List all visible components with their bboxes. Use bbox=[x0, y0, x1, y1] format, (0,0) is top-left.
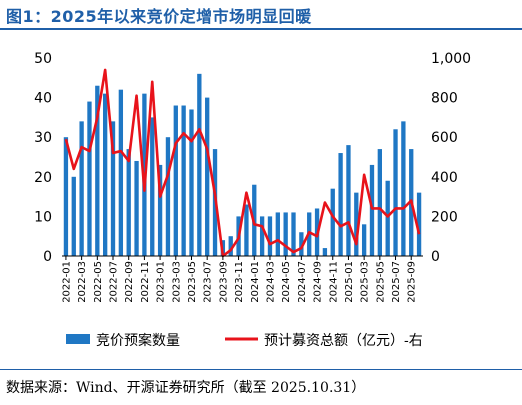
bar-2022-01 bbox=[63, 137, 69, 256]
bar-2025-05 bbox=[377, 149, 382, 256]
x-tick-label-2022-07: 2022-07 bbox=[109, 261, 120, 303]
bar-2022-05 bbox=[95, 85, 100, 256]
bar-2025-06 bbox=[385, 180, 390, 256]
footer-divider bbox=[0, 369, 522, 370]
bar-2022-07 bbox=[110, 121, 116, 256]
bar-2022-09 bbox=[126, 149, 131, 256]
bar-series bbox=[63, 73, 422, 257]
x-tick-label-2024-05: 2024-05 bbox=[281, 261, 292, 303]
y-tick-left-20: 20 bbox=[34, 170, 52, 186]
y-tick-right-0: 0 bbox=[431, 249, 440, 265]
x-tick-label-2023-03: 2023-03 bbox=[171, 261, 182, 303]
bar-2022-03 bbox=[79, 121, 84, 256]
title-divider bbox=[0, 28, 522, 30]
bar-2022-06 bbox=[103, 93, 108, 256]
x-tick-label-2023-09: 2023-09 bbox=[218, 261, 229, 303]
x-tick-label-2024-07: 2024-07 bbox=[297, 261, 308, 303]
x-tick-label-2025-09: 2025-09 bbox=[407, 261, 418, 303]
bar-2025-07 bbox=[393, 129, 398, 256]
bar-2024-04 bbox=[275, 212, 280, 256]
x-tick-label-2025-01: 2025-01 bbox=[344, 261, 355, 303]
x-tick-label-2022-09: 2022-09 bbox=[124, 261, 135, 303]
bar-2024-06 bbox=[291, 212, 296, 256]
x-tick-label-2023-01: 2023-01 bbox=[156, 261, 167, 303]
bar-2023-04 bbox=[181, 105, 186, 257]
y-tick-right-600: 600 bbox=[431, 130, 458, 146]
bar-2022-12 bbox=[150, 117, 155, 257]
x-tick-label-2022-05: 2022-05 bbox=[93, 261, 104, 303]
legend-line-label: 预计募资总额（亿元）-右 bbox=[264, 333, 423, 349]
x-tick-label-2022-03: 2022-03 bbox=[77, 261, 88, 303]
bar-2023-05 bbox=[189, 109, 194, 256]
line-series bbox=[64, 68, 421, 258]
chart-canvas: 0 10 20 30 40 50 0 200 400 600 800 1,000 2022-01 2022… bbox=[34, 51, 471, 349]
bar-2025-04 bbox=[369, 164, 375, 256]
y-tick-right-800: 800 bbox=[431, 91, 458, 107]
x-tick-label-2025-05: 2025-05 bbox=[375, 261, 386, 303]
x-tick-label-2024-03: 2024-03 bbox=[265, 261, 276, 303]
y-tick-right-1,000: 1,000 bbox=[431, 51, 471, 67]
bar-2023-10 bbox=[228, 236, 233, 256]
bar-2023-03 bbox=[173, 105, 178, 257]
y-tick-left-50: 50 bbox=[34, 51, 52, 67]
line-path bbox=[64, 68, 421, 258]
bar-2025-10 bbox=[416, 192, 422, 256]
x-tick-label-2024-01: 2024-01 bbox=[250, 261, 261, 303]
bar-2025-03 bbox=[361, 224, 367, 256]
x-tick-label-2025-03: 2025-03 bbox=[360, 261, 371, 303]
x-tick-label-2024-11: 2024-11 bbox=[328, 261, 339, 303]
bar-2023-12 bbox=[244, 204, 249, 256]
axes: 0 10 20 30 40 50 0 200 400 600 800 1,000 2022-01 2022… bbox=[34, 51, 471, 303]
bar-2024-10 bbox=[322, 248, 328, 256]
y-tick-left-10: 10 bbox=[34, 209, 52, 225]
x-tick-label-2023-11: 2023-11 bbox=[234, 261, 245, 303]
y-tick-right-400: 400 bbox=[431, 170, 458, 186]
bar-2023-06 bbox=[197, 73, 202, 256]
y-tick-left-0: 0 bbox=[43, 249, 52, 265]
bar-2023-02 bbox=[165, 137, 171, 256]
bar-2024-03 bbox=[267, 216, 273, 256]
bar-2024-11 bbox=[330, 188, 335, 256]
bar-2022-10 bbox=[134, 160, 139, 256]
bar-2025-02 bbox=[354, 192, 359, 256]
x-tick-label-2024-09: 2024-09 bbox=[313, 261, 324, 303]
legend-bar-swatch bbox=[66, 334, 90, 344]
chart-title: 图1：2025年以来竞价定增市场明显回暖 bbox=[6, 7, 312, 26]
x-tick-label-2023-05: 2023-05 bbox=[187, 261, 198, 303]
bar-2022-02 bbox=[71, 176, 76, 256]
y-tick-left-40: 40 bbox=[34, 91, 52, 107]
bar-2025-01 bbox=[346, 145, 351, 256]
legend: 竞价预案数量 预计募资总额（亿元）-右 bbox=[66, 332, 423, 349]
x-tick-label-2022-11: 2022-11 bbox=[140, 261, 151, 303]
x-tick-label-2025-07: 2025-07 bbox=[391, 261, 402, 303]
bar-2022-04 bbox=[87, 101, 92, 256]
bar-2023-07 bbox=[205, 97, 210, 256]
x-tick-label-2023-07: 2023-07 bbox=[203, 261, 214, 303]
source-note: 数据来源：Wind、开源证券研究所（截至 2025.10.31） bbox=[6, 380, 366, 396]
y-tick-left-30: 30 bbox=[34, 130, 52, 146]
bar-2022-08 bbox=[118, 89, 124, 257]
x-tick-label-2022-01: 2022-01 bbox=[61, 261, 72, 303]
bar-2024-02 bbox=[259, 216, 265, 256]
bar-2024-05 bbox=[283, 212, 288, 256]
bar-2023-01 bbox=[157, 164, 163, 256]
legend-bar-label: 竞价预案数量 bbox=[96, 332, 180, 349]
bar-2024-07 bbox=[299, 232, 304, 256]
bar-2025-08 bbox=[401, 121, 406, 256]
y-tick-right-200: 200 bbox=[431, 209, 458, 225]
bar-2024-12 bbox=[338, 153, 343, 256]
